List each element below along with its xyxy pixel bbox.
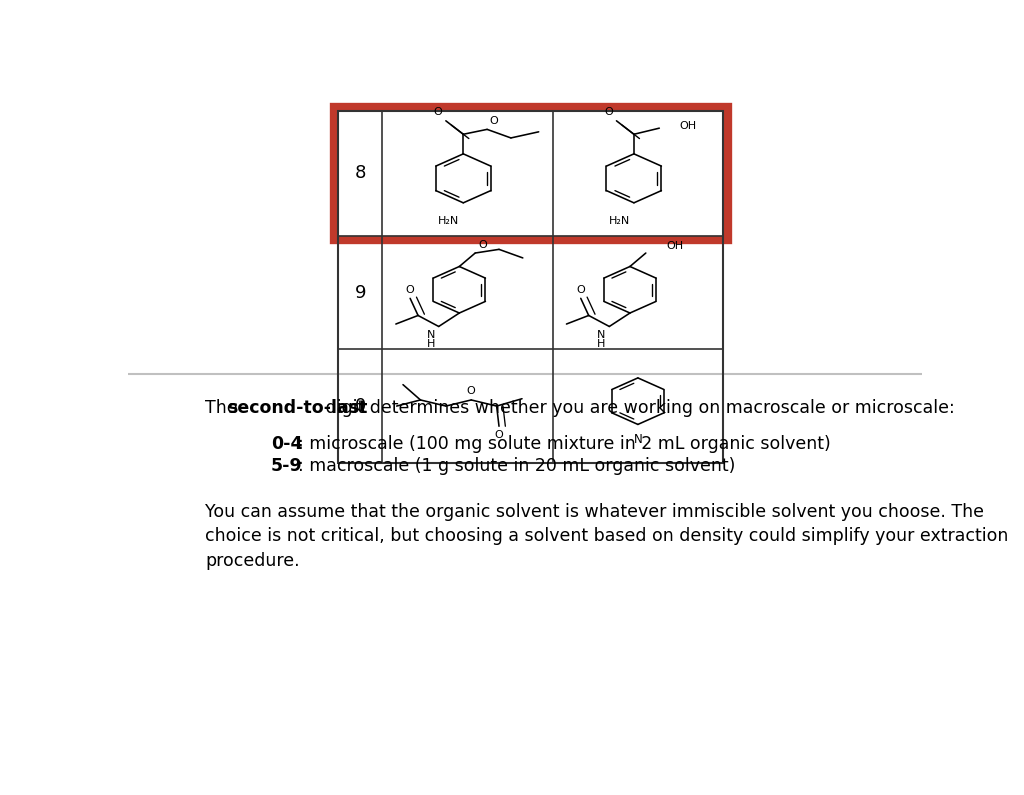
Text: H₂N: H₂N <box>438 216 460 227</box>
Text: 5-9: 5-9 <box>270 457 302 475</box>
Text: H₂N: H₂N <box>608 216 630 227</box>
Text: O: O <box>489 116 499 126</box>
Text: O: O <box>467 386 475 397</box>
Text: N: N <box>634 433 642 446</box>
Text: O: O <box>478 240 487 250</box>
Text: O: O <box>604 107 613 117</box>
Text: You can assume that the organic solvent is whatever immiscible solvent you choos: You can assume that the organic solvent … <box>205 502 984 521</box>
Bar <box>338 111 723 463</box>
Text: O: O <box>577 285 585 295</box>
Text: OH: OH <box>667 241 684 250</box>
Text: N: N <box>427 330 435 340</box>
Text: : microscale (100 mg solute mixture in 2 mL organic solvent): : microscale (100 mg solute mixture in 2… <box>298 436 830 453</box>
Text: procedure.: procedure. <box>205 552 300 570</box>
Bar <box>334 107 728 240</box>
Text: O: O <box>495 430 504 440</box>
Text: : macroscale (1 g solute in 20 mL organic solvent): : macroscale (1 g solute in 20 mL organi… <box>298 457 735 475</box>
Text: choice is not critical, but choosing a solvent based on density could simplify y: choice is not critical, but choosing a s… <box>205 527 1009 545</box>
Text: second-to-last: second-to-last <box>227 398 368 417</box>
Text: H: H <box>597 339 605 349</box>
Text: H: H <box>427 339 435 349</box>
Text: N: N <box>597 330 605 340</box>
Text: digit determines whether you are working on macroscale or microscale:: digit determines whether you are working… <box>321 398 954 417</box>
Text: O: O <box>433 107 442 117</box>
Text: 0-4: 0-4 <box>270 436 302 453</box>
Text: 0: 0 <box>354 397 366 415</box>
Text: O: O <box>406 285 415 295</box>
Text: OH: OH <box>679 121 696 130</box>
Text: The: The <box>205 398 243 417</box>
Text: 9: 9 <box>354 284 366 302</box>
Text: 8: 8 <box>354 165 366 182</box>
